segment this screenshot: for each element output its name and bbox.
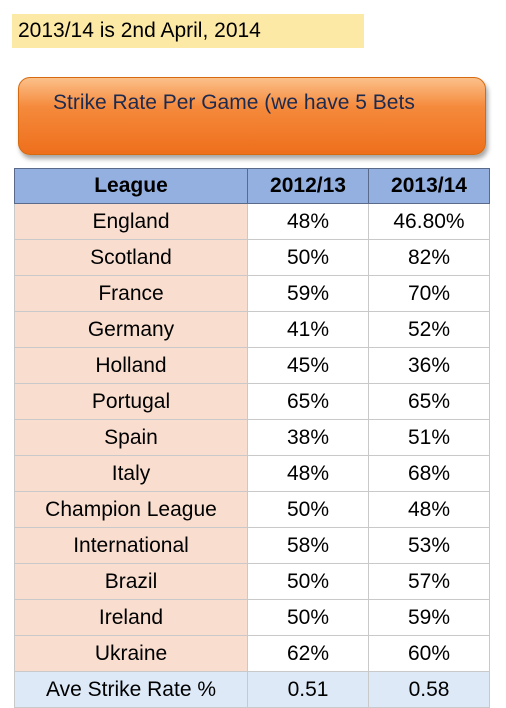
league-cell: Champion League (14, 491, 248, 528)
value-2013-14-cell: 52% (368, 311, 490, 348)
table-row: Brazil 50% 57% (14, 563, 490, 600)
table-row: Italy 48% 68% (14, 455, 490, 492)
value-2013-14-cell: 65% (368, 383, 490, 420)
table-row: Germany 41% 52% (14, 311, 490, 348)
table-row: Holland 45% 36% (14, 347, 490, 384)
table-row: France 59% 70% (14, 275, 490, 312)
average-row: Ave Strike Rate % 0.51 0.58 (14, 671, 490, 708)
header-row: League 2012/13 2013/14 (14, 168, 490, 204)
value-2012-13-cell: 50% (247, 563, 369, 600)
value-2013-14-cell: 60% (368, 635, 490, 672)
value-2012-13-cell: 62% (247, 635, 369, 672)
league-cell: Italy (14, 455, 248, 492)
league-cell: England (14, 203, 248, 240)
banner-title: Strike Rate Per Game (we have 5 Bets (53, 91, 415, 114)
table-row: Ukraine 62% 60% (14, 635, 490, 672)
value-2013-14-cell: 51% (368, 419, 490, 456)
value-2013-14-cell: 57% (368, 563, 490, 600)
league-cell: International (14, 527, 248, 564)
value-2012-13-cell: 45% (247, 347, 369, 384)
league-cell: Germany (14, 311, 248, 348)
league-cell: Portugal (14, 383, 248, 420)
value-2012-13-cell: 48% (247, 203, 369, 240)
average-2013-14-cell: 0.58 (368, 671, 490, 708)
table-row: Champion League 50% 48% (14, 491, 490, 528)
table-row: Scotland 50% 82% (14, 239, 490, 276)
header-league: League (14, 168, 248, 204)
value-2013-14-cell: 68% (368, 455, 490, 492)
table-row: Portugal 65% 65% (14, 383, 490, 420)
value-2013-14-cell: 82% (368, 239, 490, 276)
value-2012-13-cell: 50% (247, 239, 369, 276)
value-2013-14-cell: 53% (368, 527, 490, 564)
table-row: International 58% 53% (14, 527, 490, 564)
league-cell: Scotland (14, 239, 248, 276)
date-note: 2013/14 is 2nd April, 2014 (12, 14, 364, 48)
title-banner: Strike Rate Per Game (we have 5 Bets (18, 77, 486, 155)
table-row: England 48% 46.80% (14, 203, 490, 240)
league-cell: Brazil (14, 563, 248, 600)
value-2012-13-cell: 50% (247, 599, 369, 636)
average-label-cell: Ave Strike Rate % (14, 671, 248, 708)
value-2012-13-cell: 41% (247, 311, 369, 348)
table-row: Spain 38% 51% (14, 419, 490, 456)
value-2013-14-cell: 70% (368, 275, 490, 312)
value-2012-13-cell: 58% (247, 527, 369, 564)
league-cell: Holland (14, 347, 248, 384)
average-2012-13-cell: 0.51 (247, 671, 369, 708)
table-row: Ireland 50% 59% (14, 599, 490, 636)
value-2012-13-cell: 50% (247, 491, 369, 528)
league-cell: Ireland (14, 599, 248, 636)
value-2012-13-cell: 65% (247, 383, 369, 420)
value-2013-14-cell: 46.80% (368, 203, 490, 240)
value-2013-14-cell: 48% (368, 491, 490, 528)
strike-rate-table: League 2012/13 2013/14 England 48% 46.80% S… (14, 168, 490, 708)
value-2012-13-cell: 38% (247, 419, 369, 456)
league-cell: Ukraine (14, 635, 248, 672)
header-2012-13: 2012/13 (247, 168, 369, 204)
value-2013-14-cell: 36% (368, 347, 490, 384)
league-cell: Spain (14, 419, 248, 456)
table-body: England 48% 46.80% Scotland 50% 82% France 59% 7… (14, 203, 490, 708)
league-cell: France (14, 275, 248, 312)
header-2013-14: 2013/14 (368, 168, 490, 204)
value-2013-14-cell: 59% (368, 599, 490, 636)
value-2012-13-cell: 48% (247, 455, 369, 492)
value-2012-13-cell: 59% (247, 275, 369, 312)
